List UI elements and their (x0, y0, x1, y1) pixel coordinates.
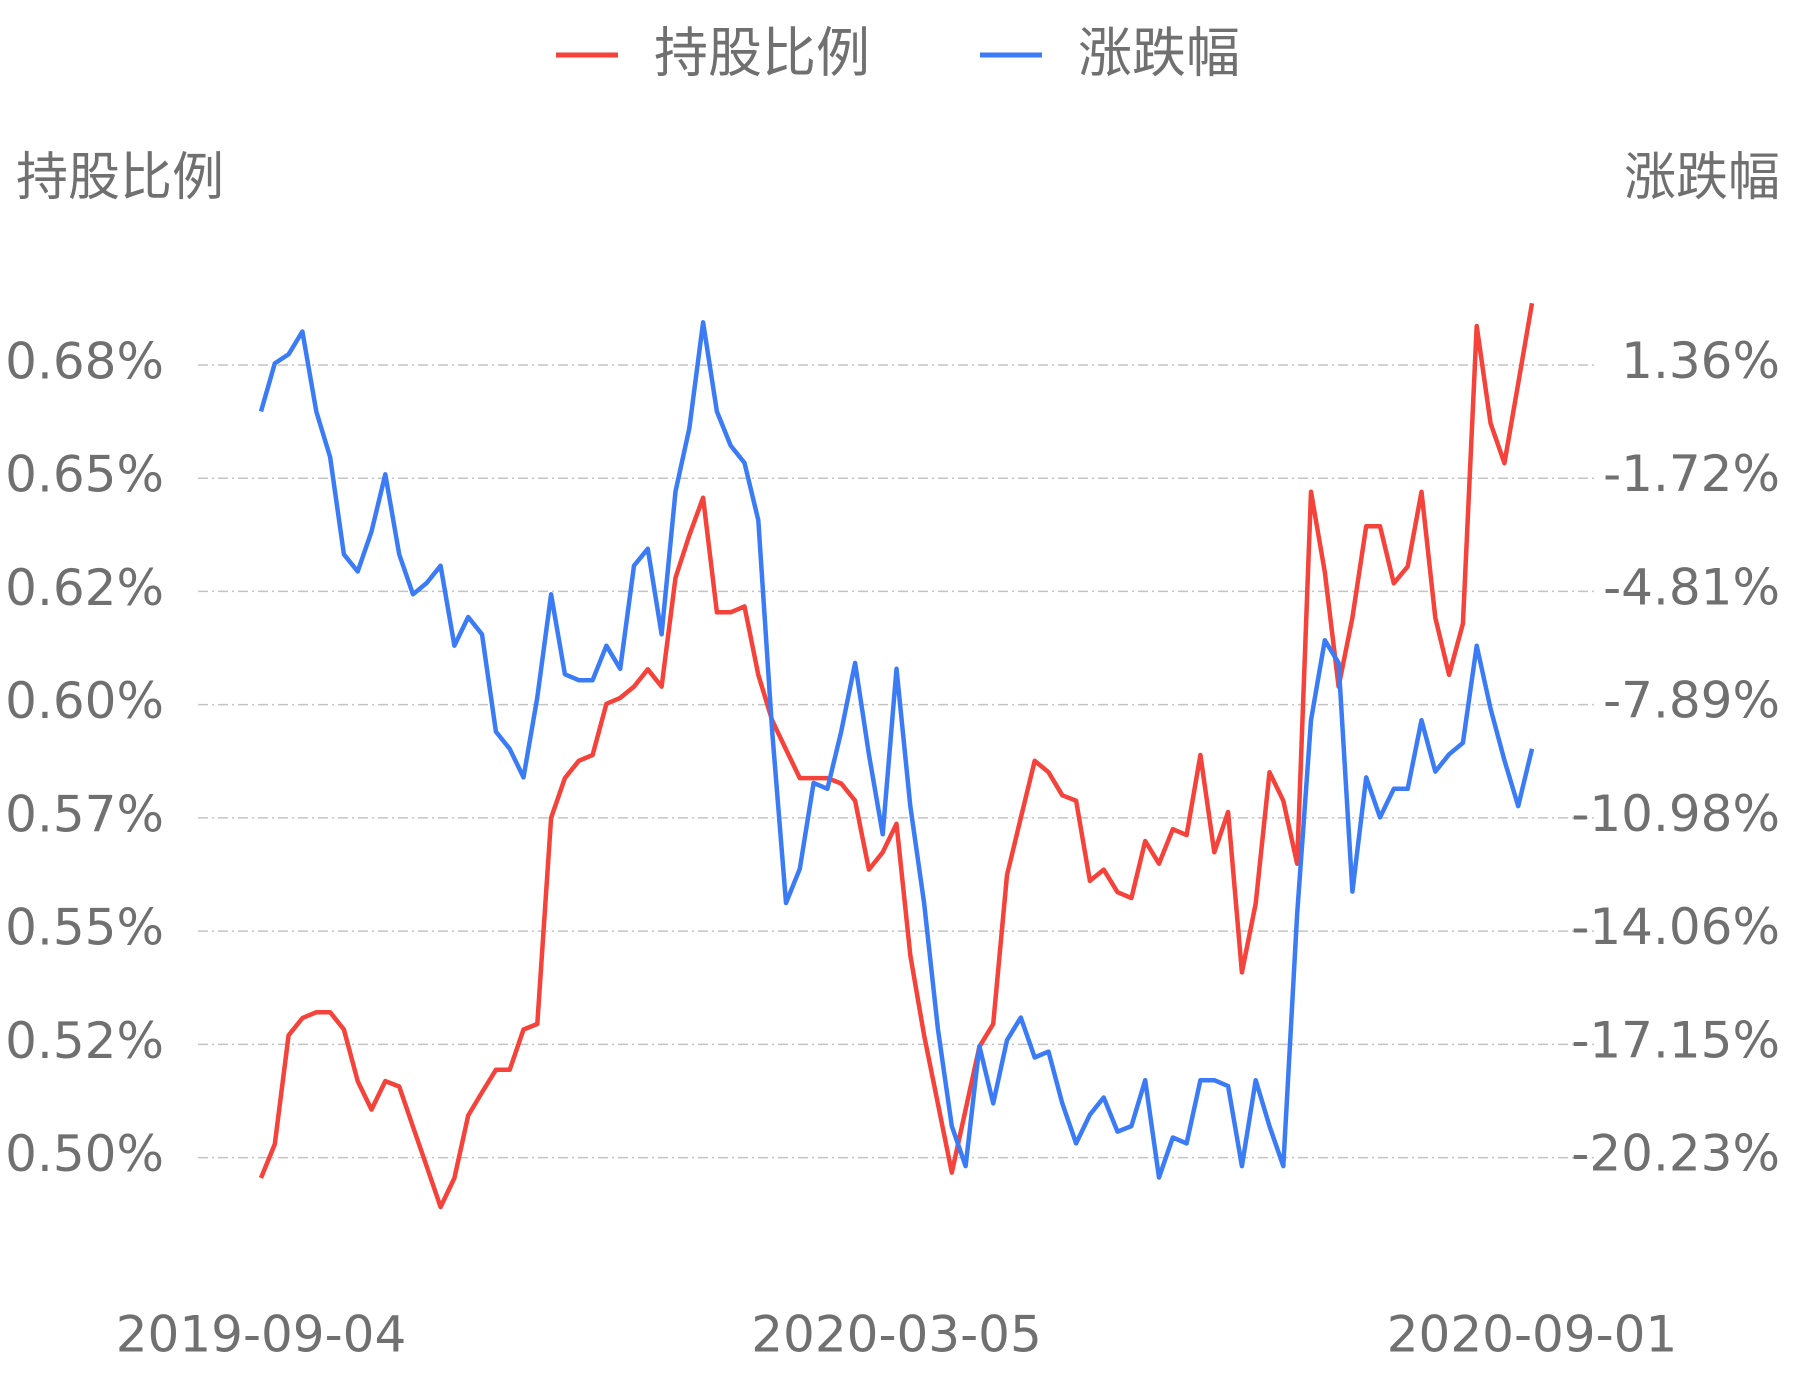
y2-tick-label: -10.98% (1571, 785, 1780, 843)
y-tick-label: 0.68% (5, 332, 164, 390)
y2-axis-title: 涨跌幅 (1624, 148, 1780, 208)
y-tick-label: 0.57% (5, 785, 164, 843)
y-tick-label: 0.55% (5, 899, 164, 957)
y2-tick-label: -17.15% (1571, 1011, 1780, 1069)
y2-tick-label: 1.36% (1621, 332, 1780, 390)
y2-tick-label: -14.06% (1571, 898, 1780, 956)
legend-label: 持股比例 (654, 22, 870, 85)
legend-label: 涨跌幅 (1078, 22, 1240, 85)
x-tick-label: 2019-09-04 (116, 1306, 407, 1364)
y-tick-label: 0.50% (5, 1125, 164, 1183)
y2-tick-label: -4.81% (1603, 558, 1780, 616)
y2-tick-label: -1.72% (1603, 445, 1780, 503)
x-tick-label: 2020-09-01 (1387, 1306, 1678, 1364)
x-tick-label: 2020-03-05 (751, 1306, 1042, 1364)
y2-tick-label: -20.23% (1571, 1124, 1780, 1182)
series-line (258, 320, 1535, 1180)
y-axis-title: 持股比例 (16, 148, 224, 208)
y-tick-label: 0.52% (5, 1012, 164, 1070)
series-line (258, 302, 1535, 1210)
y2-tick-label: -7.89% (1603, 672, 1780, 730)
y-tick-label: 0.65% (5, 446, 164, 504)
y-tick-label: 0.62% (5, 559, 164, 617)
y-tick-label: 0.60% (5, 672, 164, 730)
